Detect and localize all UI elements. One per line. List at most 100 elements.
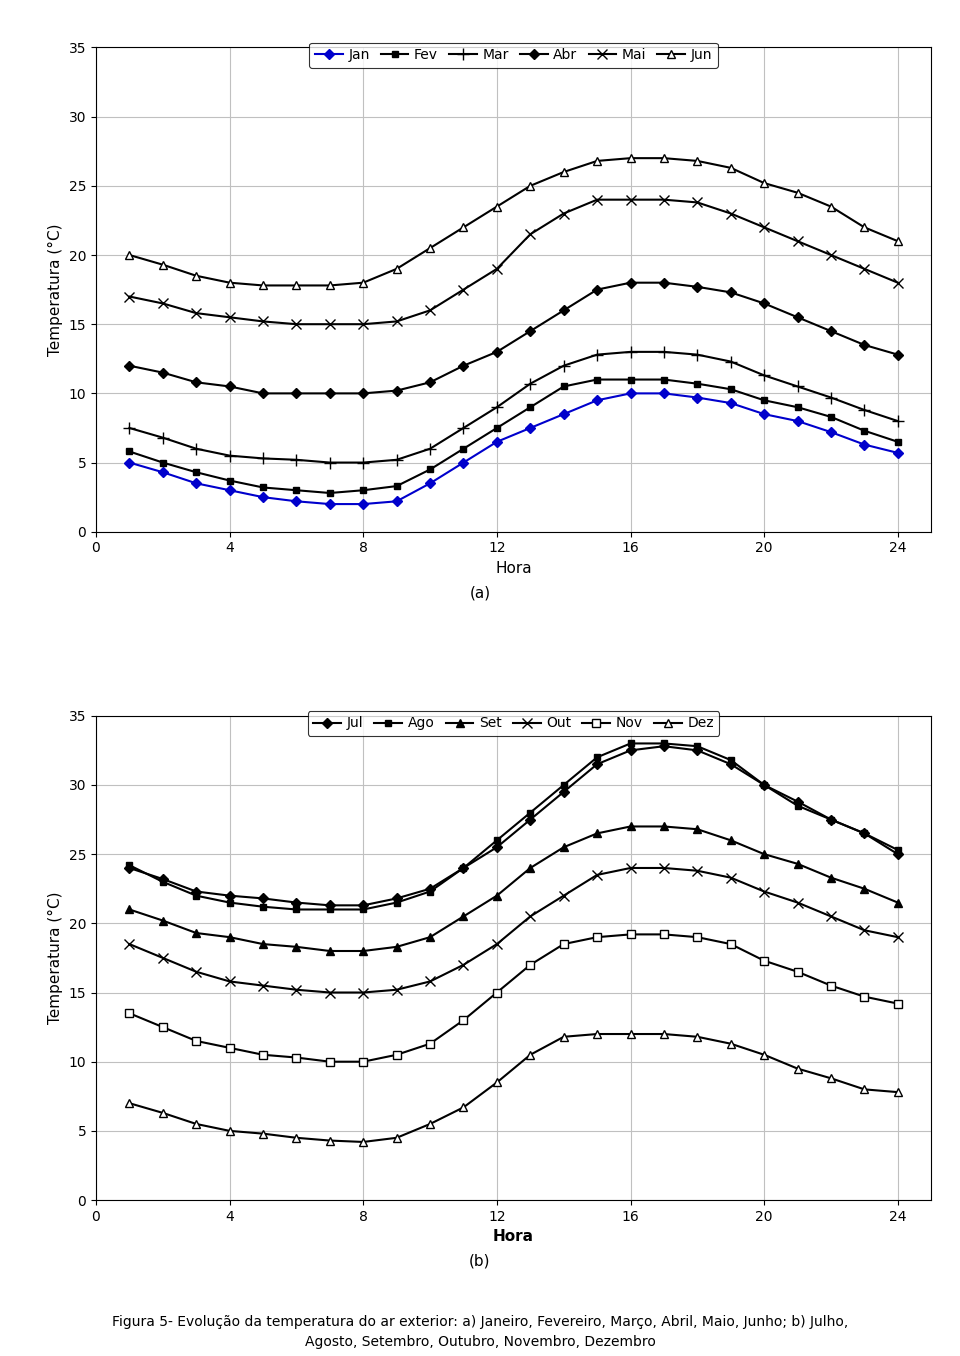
Dez [157,1105,169,1121]
Jul [157,871,169,887]
Nov [458,1012,469,1028]
Line: Mar: Mar [124,346,903,468]
Set [492,888,503,904]
Jan [659,385,670,401]
Jun [625,151,636,167]
Dez [858,1081,870,1097]
Jul [391,891,402,907]
Jun [257,278,269,294]
Nov [224,1040,235,1056]
Jul [190,883,202,899]
Fev [324,485,336,502]
Jan [524,420,536,437]
Dez [124,1096,135,1112]
Set [659,818,670,834]
Nov [659,926,670,942]
Jul [758,777,770,793]
Jun [224,274,235,290]
Jul [858,826,870,842]
Nov [492,984,503,1001]
Out [257,978,269,994]
Jun [591,153,603,170]
Jan [558,405,569,422]
Set [291,938,302,955]
Mai [458,282,469,298]
Mai [324,316,336,332]
Abr [792,309,804,325]
Mai [124,289,135,305]
Nov [357,1054,369,1070]
Abr [291,385,302,401]
Ago [858,826,870,842]
Out [892,929,903,945]
Abr [826,323,837,339]
Nov [190,1033,202,1050]
Mai [524,226,536,243]
Nov [124,1005,135,1021]
Fev [725,381,736,397]
Jun [324,278,336,294]
Abr [224,378,235,395]
Mai [190,305,202,321]
Mar [591,347,603,363]
Jul [691,742,703,758]
Set [725,833,736,849]
Abr [858,336,870,353]
Nov [758,952,770,968]
Jan [858,437,870,453]
Jun [725,160,736,176]
Mar [892,414,903,430]
Jul [424,880,436,896]
Mai [291,316,302,332]
Nov [625,926,636,942]
Set [691,822,703,838]
Dez [625,1026,636,1043]
Fev [858,423,870,439]
Out [792,895,804,911]
Out [291,982,302,998]
Ago [792,797,804,814]
Mar [324,454,336,471]
Fev [224,472,235,488]
Fev [492,420,503,437]
Set [324,942,336,959]
Ago [190,888,202,904]
Jan [190,475,202,491]
Fev [892,434,903,450]
Mar [458,420,469,437]
Mai [424,302,436,319]
Fev [659,372,670,388]
Mai [591,191,603,207]
Nov [725,936,736,952]
Mai [625,191,636,207]
Ago [892,842,903,858]
Ago [257,899,269,915]
Jul [324,898,336,914]
Jul [291,895,302,911]
Fev [458,441,469,457]
Ago [157,873,169,890]
Mai [892,274,903,290]
Jun [157,256,169,273]
Abr [492,343,503,359]
Out [659,860,670,876]
Set [357,942,369,959]
Jun [291,278,302,294]
Set [792,856,804,872]
Jan [725,395,736,411]
Set [758,846,770,862]
Nov [892,995,903,1012]
Fev [792,399,804,415]
Set [224,929,235,945]
Abr [691,279,703,296]
Text: Figura 5- Evolução da temperatura do ar exterior: a) Janeiro, Fevereiro, Março, : Figura 5- Evolução da temperatura do ar … [112,1315,848,1329]
Out [758,883,770,899]
Abr [190,374,202,391]
Mai [257,313,269,330]
Out [558,888,569,904]
Mar [424,441,436,457]
Fev [190,464,202,480]
Abr [391,382,402,399]
Ago [625,735,636,751]
Ago [291,902,302,918]
